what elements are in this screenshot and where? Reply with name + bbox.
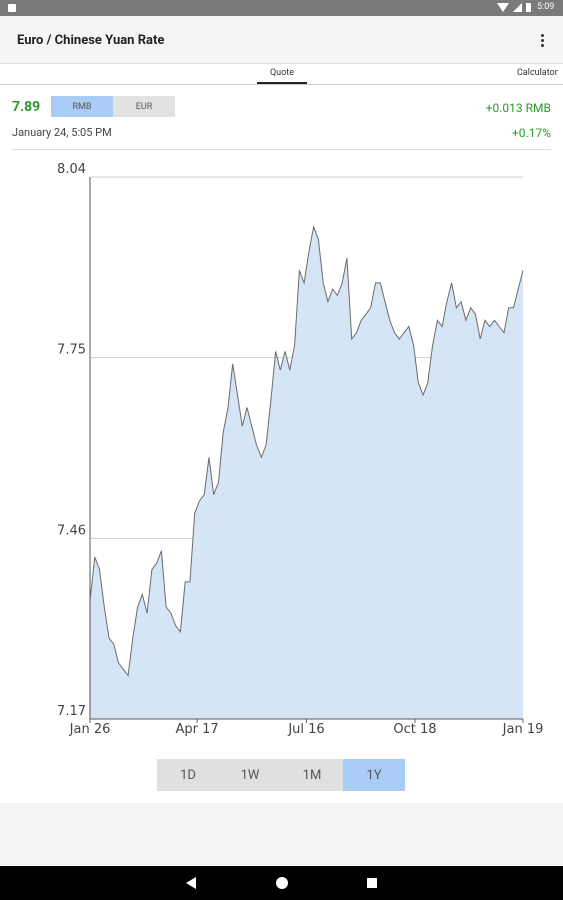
- clock: 5:09: [537, 2, 555, 12]
- x-tick-label: Jul 16: [287, 722, 324, 737]
- app-bar: Euro / Chinese Yuan Rate: [0, 16, 563, 64]
- recents-button[interactable]: [367, 878, 377, 888]
- home-button[interactable]: [276, 877, 288, 889]
- tab[interactable]: Calculator: [517, 68, 558, 78]
- area: [90, 226, 523, 720]
- range-button[interactable]: 1W: [219, 759, 281, 791]
- tab-bar: Quote Calculator: [0, 63, 563, 85]
- footer-area: [0, 803, 563, 866]
- status-bar: 5:09: [0, 0, 563, 16]
- divider: [12, 149, 551, 150]
- price: 7.89: [12, 99, 41, 115]
- y-tick-label: 7.75: [57, 343, 86, 358]
- app-title: Euro / Chinese Yuan Rate: [17, 33, 165, 48]
- y-tick-label: 8.04: [57, 162, 86, 177]
- currency-button[interactable]: EUR: [113, 96, 175, 117]
- back-button[interactable]: [186, 877, 196, 889]
- overflow-menu[interactable]: [538, 32, 546, 48]
- range-button[interactable]: 1M: [281, 759, 343, 791]
- x-tick-label: Oct 18: [393, 722, 436, 737]
- change: +0.013 RMB: [485, 101, 551, 115]
- tab[interactable]: Quote: [257, 63, 307, 84]
- signal-icon: [513, 3, 522, 12]
- battery-icon: [526, 3, 531, 12]
- x-tick-label: Apr 17: [175, 722, 218, 737]
- range-button[interactable]: 1Y: [343, 759, 405, 791]
- y-tick-label: 7.17: [57, 704, 86, 719]
- nav-bar: [0, 866, 563, 900]
- timestamp: January 24, 5:05 PM: [12, 126, 112, 139]
- wifi-icon: [497, 3, 509, 12]
- notification-icon: [8, 4, 16, 12]
- x-tick-label: Jan 19: [502, 722, 544, 737]
- change-percent: +0.17%: [512, 126, 551, 140]
- chart: 7.17 7.46 7.75 8.04 Jan 26 Apr 17 Jul 16 Oct 18…: [57, 162, 544, 737]
- line: [89, 224, 524, 677]
- range-button[interactable]: 1D: [157, 759, 219, 791]
- currency-button[interactable]: RMB: [51, 96, 113, 117]
- x-tick-label: Jan 26: [69, 722, 111, 737]
- y-tick-label: 7.46: [57, 523, 86, 538]
